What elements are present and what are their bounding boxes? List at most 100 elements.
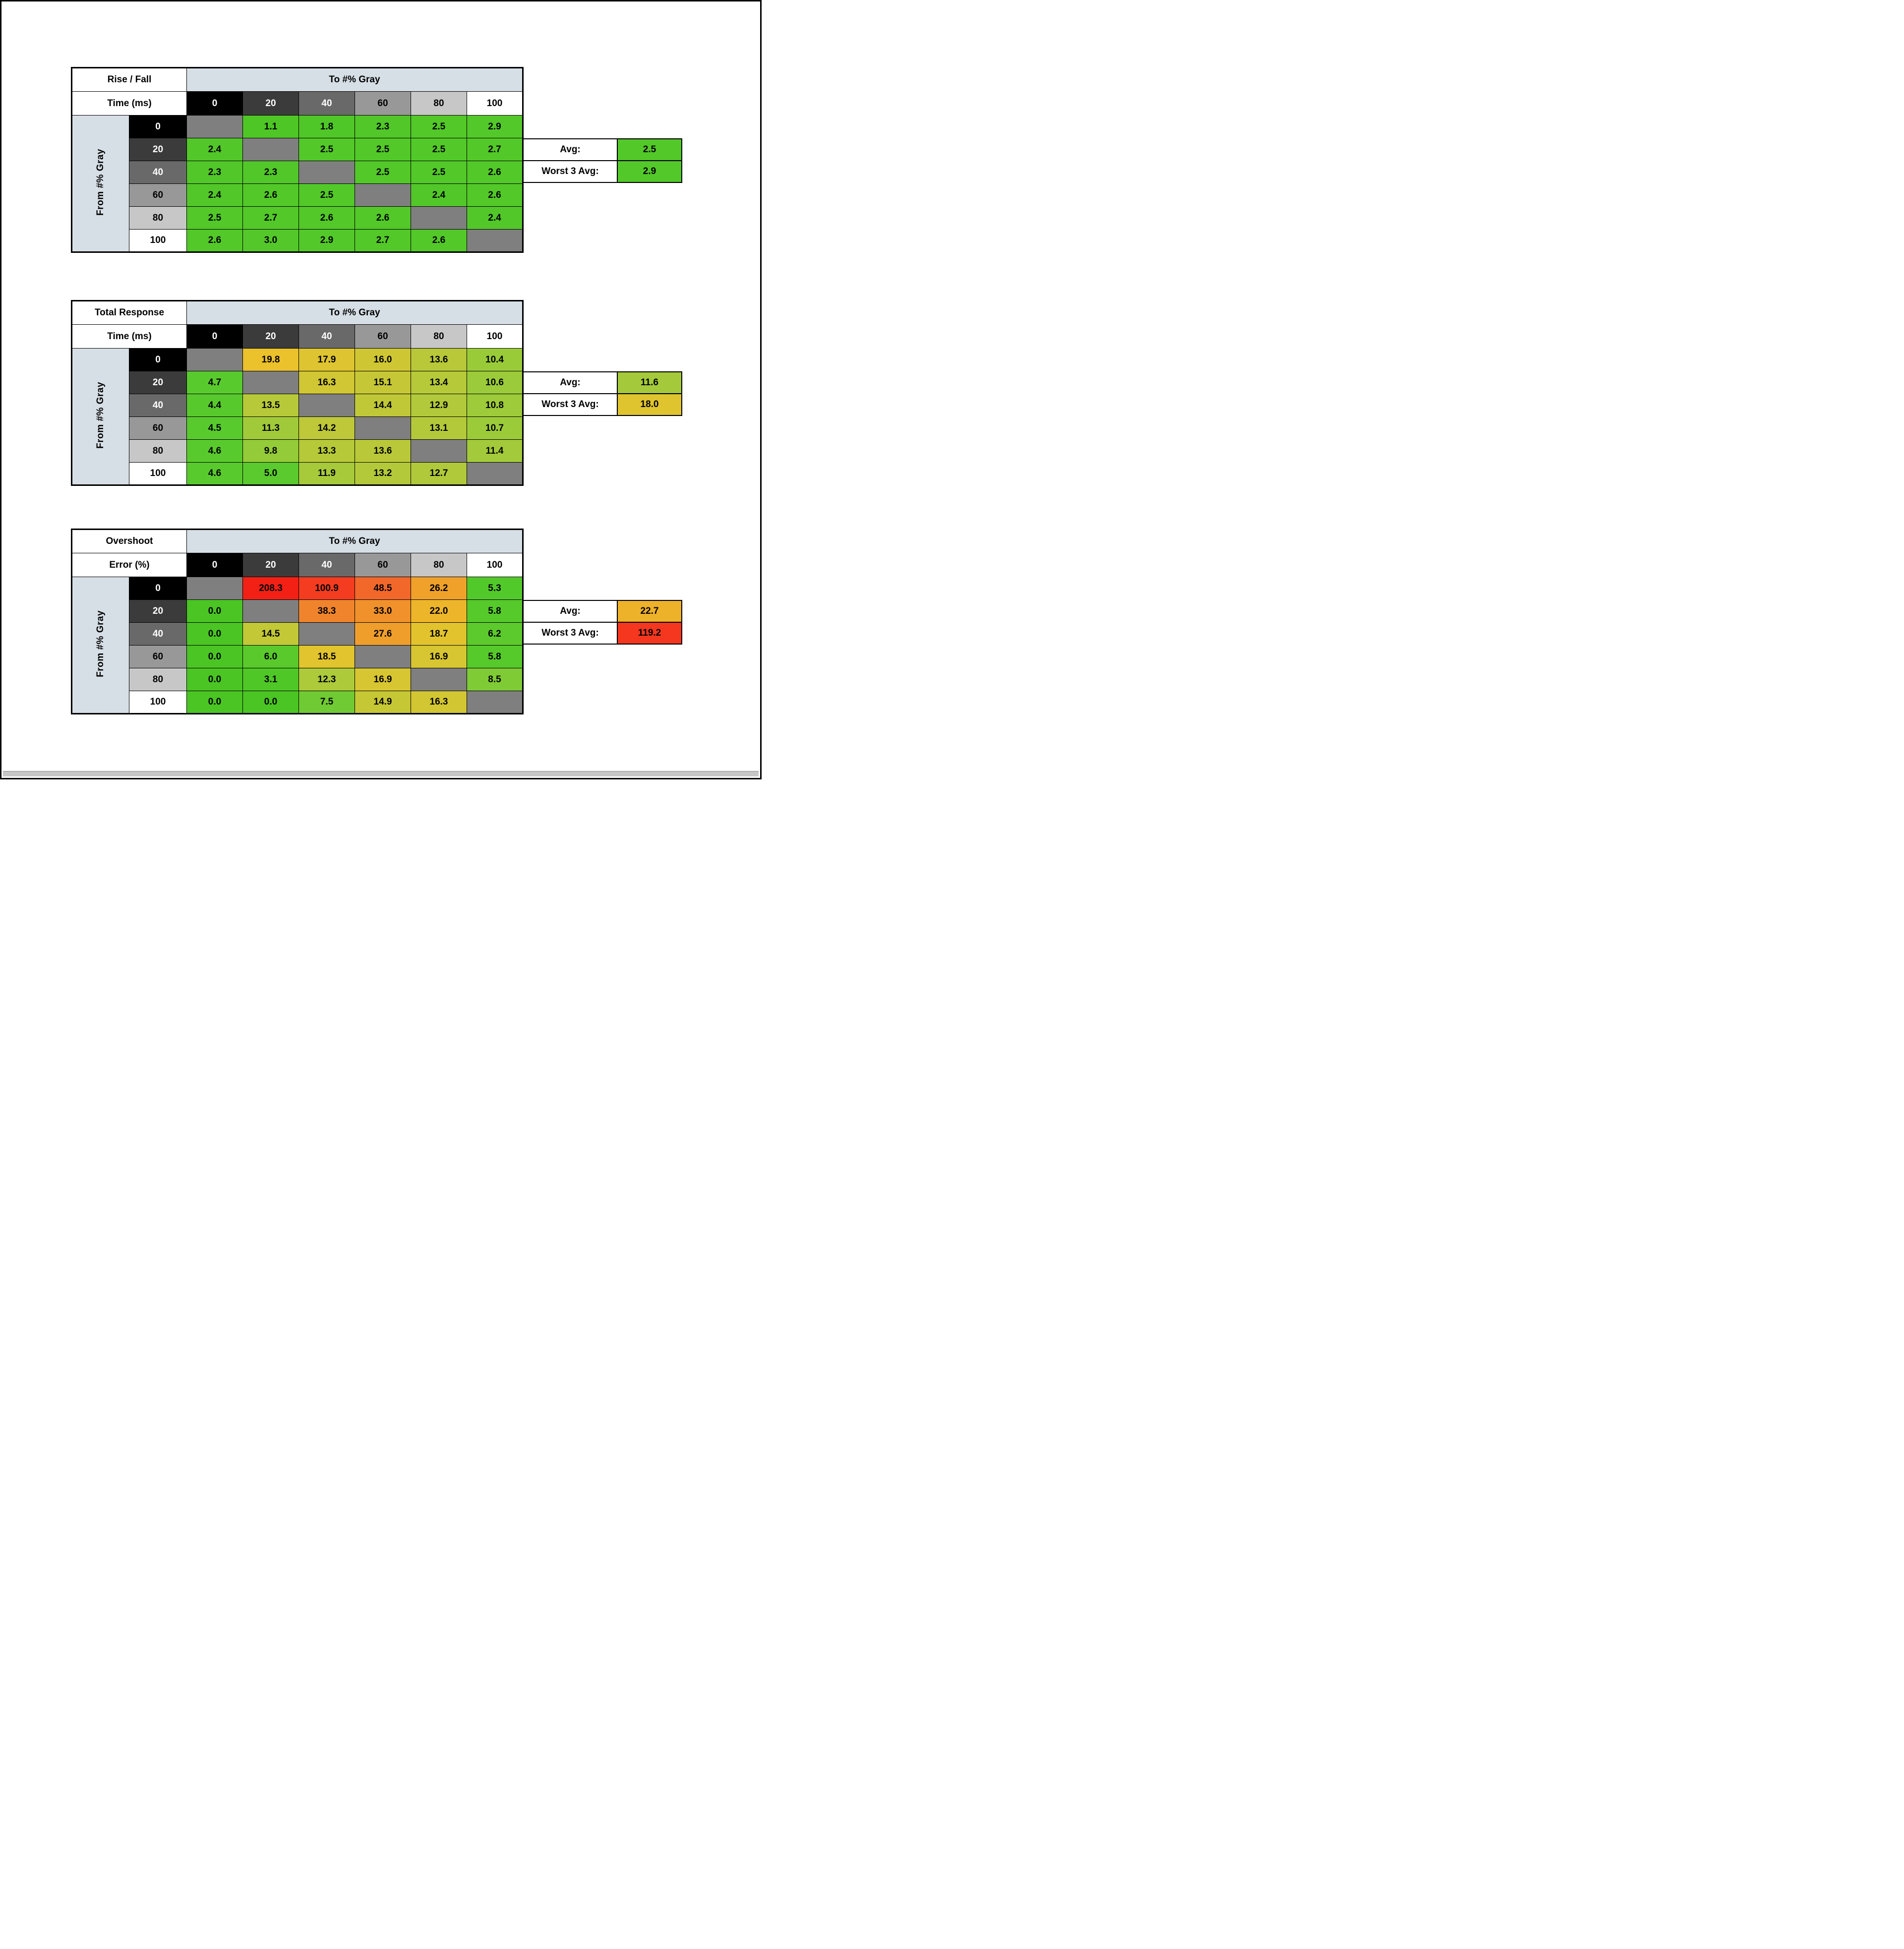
data-cell: 2.5 [298, 183, 355, 207]
data-cell: 48.5 [355, 577, 411, 600]
col-header-0: 0 [186, 324, 243, 349]
col-header-20: 20 [242, 553, 299, 577]
row-header-40: 40 [129, 622, 187, 646]
col-header-0: 0 [186, 91, 243, 116]
data-cell: 26.2 [411, 577, 467, 600]
row-header-20: 20 [129, 371, 187, 394]
row-header-80: 80 [129, 206, 187, 230]
col-header-80: 80 [411, 91, 467, 116]
data-row-20: 20 2.4 2.5 2.5 2.5 2.7 [72, 138, 523, 161]
avg-label: Avg: [523, 371, 618, 394]
data-cell: 38.3 [298, 599, 355, 623]
data-cell: 3.0 [242, 229, 299, 252]
data-cell: 2.4 [467, 206, 523, 230]
worst3-row: Worst 3 Avg: 2.9 [523, 160, 682, 183]
data-cell: 2.6 [298, 206, 355, 230]
data-row-80: 80 2.5 2.7 2.6 2.6 2.4 [72, 206, 523, 230]
data-cell: 6.0 [242, 645, 299, 668]
data-cell: 2.9 [467, 115, 523, 138]
avg-row: Avg: 11.6 [523, 371, 682, 394]
avg-value: 2.5 [617, 138, 682, 161]
data-cell: 2.5 [355, 138, 411, 161]
data-row-20: 20 0.0 38.3 33.0 22.0 5.8 [72, 599, 523, 623]
diagonal-cell [355, 183, 411, 207]
worst3-value: 2.9 [617, 160, 682, 183]
table-title-line1: Overshoot [71, 529, 187, 553]
data-cell: 0.0 [186, 622, 243, 646]
data-cell: 10.8 [467, 394, 523, 417]
data-cell: 14.2 [298, 416, 355, 440]
data-cell: 5.0 [242, 462, 299, 485]
header-row-2: Error (%) 0 20 40 60 80 100 [71, 553, 523, 577]
data-cell: 1.1 [242, 115, 299, 138]
summary-box: Avg: 11.6 Worst 3 Avg: 18.0 [523, 371, 682, 416]
worst3-value: 119.2 [617, 622, 682, 645]
worst3-row: Worst 3 Avg: 119.2 [523, 622, 682, 645]
data-cell: 16.3 [411, 691, 467, 714]
data-row-60: 60 4.5 11.3 14.2 13.1 10.7 [72, 416, 523, 440]
diagonal-cell [467, 462, 523, 485]
data-cell: 11.4 [467, 439, 523, 463]
data-cell: 0.0 [242, 691, 299, 714]
data-row-60: 60 2.4 2.6 2.5 2.4 2.6 [72, 183, 523, 207]
data-cell: 2.4 [186, 183, 243, 207]
avg-row: Avg: 22.7 [523, 600, 682, 623]
data-cell: 2.4 [186, 138, 243, 161]
data-cell: 22.0 [411, 599, 467, 623]
diagonal-cell [186, 348, 243, 371]
row-header-20: 20 [129, 599, 187, 623]
diagonal-cell [411, 439, 467, 463]
data-cell: 4.6 [186, 439, 243, 463]
col-header-60: 60 [355, 553, 411, 577]
data-cell: 0.0 [186, 668, 243, 691]
worst3-label: Worst 3 Avg: [523, 160, 618, 183]
data-cell: 2.7 [355, 229, 411, 252]
data-cell: 4.5 [186, 416, 243, 440]
col-header-100: 100 [467, 91, 523, 116]
data-cell: 13.2 [355, 462, 411, 485]
horizontal-scrollbar[interactable] [3, 771, 759, 776]
data-row-80: 80 0.0 3.1 12.3 16.9 8.5 [72, 668, 523, 691]
data-cell: 2.6 [355, 206, 411, 230]
data-cell: 2.5 [411, 138, 467, 161]
table-title-line1: Total Response [71, 300, 187, 325]
data-cell: 14.5 [242, 622, 299, 646]
diagonal-cell [186, 115, 243, 138]
data-row-100: 100 2.6 3.0 2.9 2.7 2.6 [72, 229, 523, 252]
data-cell: 16.3 [298, 371, 355, 394]
data-cell: 2.6 [186, 229, 243, 252]
col-header-60: 60 [355, 324, 411, 349]
data-row-0: From #% Gray 0 1.1 1.8 2.3 2.5 2.9 [71, 115, 523, 252]
data-cell: 0.0 [186, 599, 243, 623]
data-cell: 12.7 [411, 462, 467, 485]
diagonal-cell [242, 371, 299, 394]
data-cell: 2.4 [411, 183, 467, 207]
diagonal-cell [411, 668, 467, 691]
diagonal-cell [298, 622, 355, 646]
data-cell: 5.3 [467, 577, 523, 600]
data-cell: 7.5 [298, 691, 355, 714]
data-cell: 2.5 [411, 115, 467, 138]
data-cell: 13.6 [355, 439, 411, 463]
data-row-100: 100 4.6 5.0 11.9 13.2 12.7 [72, 462, 523, 485]
data-cell: 14.4 [355, 394, 411, 417]
data-cell: 17.9 [298, 348, 355, 371]
data-cell: 100.9 [298, 577, 355, 600]
worst3-label: Worst 3 Avg: [523, 393, 618, 416]
data-cell: 2.5 [411, 161, 467, 184]
data-cell: 0.0 [186, 691, 243, 714]
data-cell: 13.3 [298, 439, 355, 463]
data-cell: 2.5 [186, 206, 243, 230]
data-row-0: From #% Gray 0 208.3 100.9 48.5 26.2 5.3 [71, 577, 523, 714]
header-row-2: Time (ms) 0 20 40 60 80 100 [71, 91, 523, 116]
row-header-80: 80 [129, 439, 187, 463]
col-header-20: 20 [242, 324, 299, 349]
heatmap-table-total-response-time: Total Response To #% Gray Time (ms) 0 20 40 60… [71, 300, 524, 486]
row-header-60: 60 [129, 645, 187, 668]
worst3-row: Worst 3 Avg: 18.0 [523, 393, 682, 416]
col-header-0: 0 [186, 553, 243, 577]
data-cell: 2.5 [355, 161, 411, 184]
avg-value: 11.6 [617, 371, 682, 394]
row-header-0: 0 [129, 348, 187, 371]
col-axis-label: To #% Gray [186, 67, 523, 92]
